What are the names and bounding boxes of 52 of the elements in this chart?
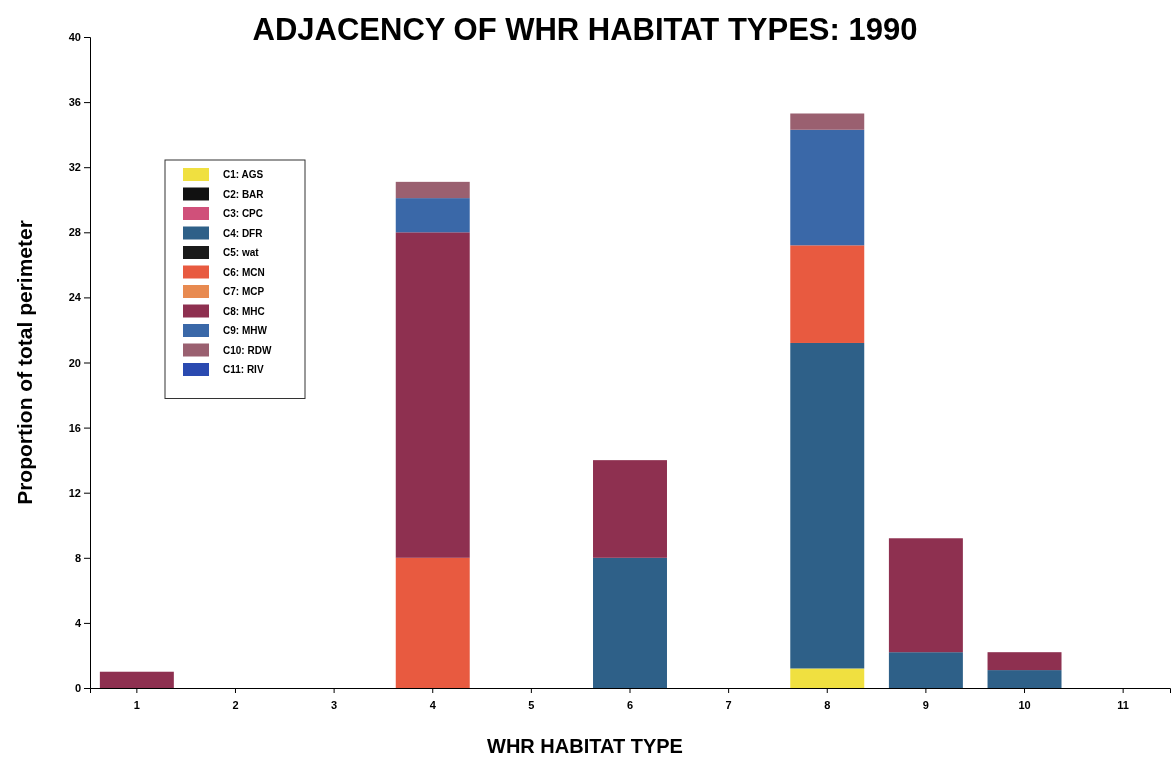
legend-label: C4: DFR	[223, 227, 264, 239]
bar	[790, 113, 865, 130]
x-tick-label: 11	[1117, 699, 1129, 712]
x-tick-label: 6	[626, 699, 634, 712]
bar	[395, 198, 470, 233]
bar	[987, 652, 1062, 671]
x-tick-label: 1	[133, 699, 140, 712]
bar	[987, 670, 1062, 688]
chart-title: ADJACENCY OF WHR HABITAT TYPES: 1990	[252, 12, 918, 47]
y-tick-label: 0	[74, 682, 81, 695]
legend-label: C8: MHC	[223, 305, 265, 317]
x-tick-label: 5	[528, 699, 535, 712]
y-tick-label: 24	[68, 291, 82, 304]
bar	[395, 181, 470, 199]
legend-label: C2: BAR	[223, 188, 265, 200]
bar	[99, 671, 174, 688]
x-tick-label: 9	[922, 699, 929, 712]
y-tick-label: 36	[68, 96, 81, 109]
legend-label: C11: RIV	[223, 364, 264, 375]
x-tick-label: 10	[1018, 699, 1031, 712]
bar	[395, 557, 470, 688]
legend-label: C6: MCN	[223, 266, 265, 278]
bar	[593, 460, 667, 558]
bar	[790, 129, 865, 246]
y-tick-label: 16	[68, 421, 81, 434]
y-tick-label: 4	[74, 616, 82, 629]
x-tick-label: 2	[232, 699, 239, 712]
x-axis-title: WHR HABITAT TYPE	[487, 735, 683, 757]
legend-label: C9: MHW	[223, 325, 268, 336]
y-tick-label: 8	[74, 551, 81, 564]
bar	[395, 232, 470, 558]
legend-label: C1: AGS	[223, 169, 264, 180]
x-tick-label: 7	[725, 699, 732, 712]
legend-label: C10: RDW	[223, 344, 272, 356]
x-tick-label: 3	[331, 699, 338, 712]
x-tick-label: 8	[824, 699, 831, 712]
legend-label: C7: MCP	[223, 286, 265, 297]
y-tick-label: 32	[68, 161, 81, 174]
bar	[790, 668, 865, 688]
bar	[888, 538, 963, 653]
bar	[790, 245, 865, 343]
x-tick-label: 4	[429, 699, 437, 712]
y-tick-label: 28	[68, 226, 81, 239]
y-tick-label: 20	[68, 356, 81, 369]
y-tick-label: 12	[68, 486, 81, 499]
legend-label: C3: CPC	[223, 208, 264, 219]
bar	[790, 342, 865, 669]
bar	[593, 557, 667, 688]
y-axis-title: Proportion of total perimeter	[13, 220, 36, 505]
bar	[888, 652, 963, 688]
y-tick-label: 40	[68, 31, 81, 44]
legend-label: C5: wat	[223, 247, 260, 258]
